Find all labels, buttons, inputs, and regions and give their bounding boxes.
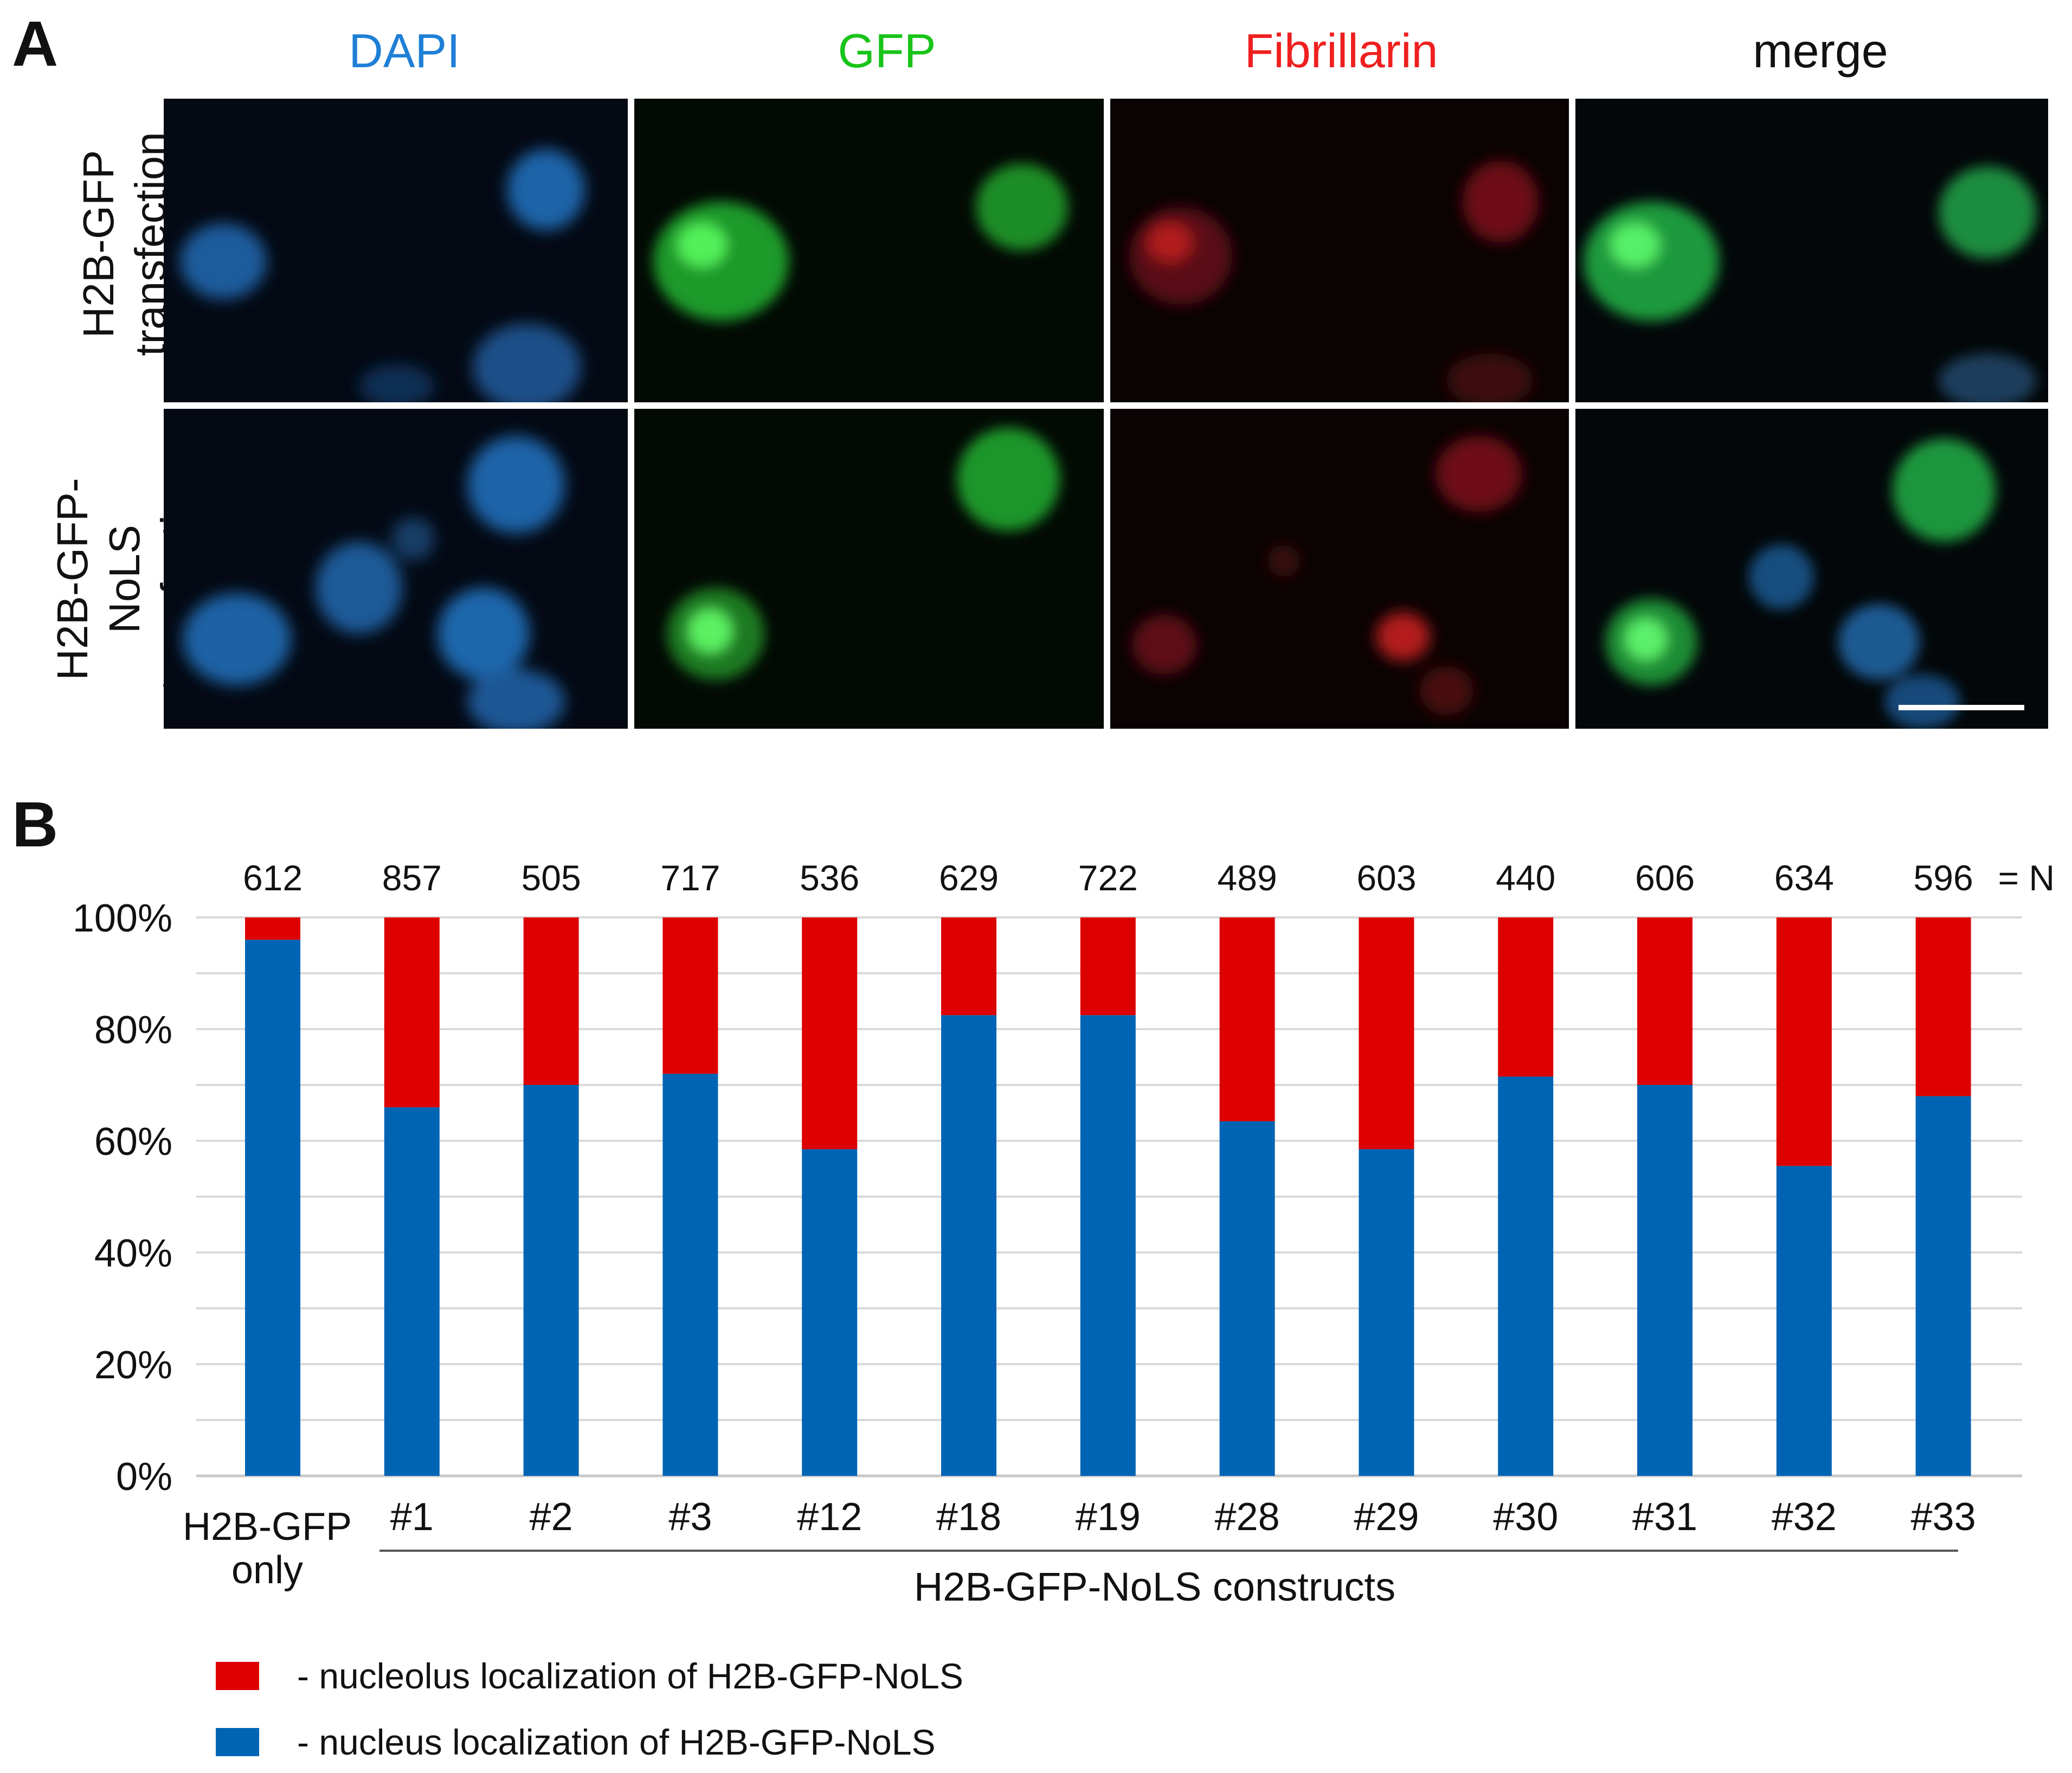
bar-segment-nucleolus bbox=[802, 917, 858, 1149]
panel-b-letter: B bbox=[12, 789, 59, 860]
n-value-label: 722 bbox=[1078, 858, 1138, 898]
row-label-h2b-gfp: H2B-GFP transfection bbox=[73, 92, 177, 396]
n-value-label: 606 bbox=[1635, 858, 1695, 898]
bar-segment-nucleolus bbox=[1080, 917, 1136, 1016]
micrograph-dapi-h2b-gfp-nols bbox=[164, 409, 628, 729]
bar-segment-nucleus bbox=[1498, 1076, 1554, 1476]
x-tick-label: #33 bbox=[1911, 1495, 1976, 1539]
bar-segment-nucleolus bbox=[1219, 917, 1275, 1121]
x-tick-label: #3 bbox=[668, 1495, 712, 1539]
bar-segment-nucleus bbox=[941, 1015, 996, 1476]
micrograph-dapi-h2b-gfp bbox=[164, 99, 628, 402]
x-tick-label: #30 bbox=[1493, 1495, 1558, 1539]
x-tick-label: #2 bbox=[530, 1495, 573, 1539]
bar-segment-nucleolus bbox=[245, 917, 300, 940]
bar-segment-nucleus bbox=[384, 1107, 440, 1476]
bar-segment-nucleus bbox=[523, 1085, 579, 1476]
micrograph-merge-h2b-gfp bbox=[1575, 99, 2048, 402]
bar-segment-nucleus bbox=[1915, 1096, 1971, 1476]
legend-text-nucleus: - nucleus localization of H2B-GFP-NoLS bbox=[297, 1722, 936, 1762]
micrograph-gfp-h2b-gfp-nols bbox=[634, 409, 1104, 729]
column-header-dapi: DAPI bbox=[349, 24, 460, 78]
legend-swatch-red bbox=[216, 1662, 259, 1690]
y-tick-label: 20% bbox=[94, 1344, 172, 1387]
x-tick-label: #1 bbox=[390, 1495, 434, 1539]
group-label: H2B-GFP-NoLS constructs bbox=[914, 1564, 1395, 1609]
bar-segment-nucleus bbox=[1637, 1085, 1693, 1476]
bar-segment-nucleus bbox=[662, 1074, 718, 1476]
bar-segment-nucleolus bbox=[1359, 917, 1414, 1149]
n-value-label: 603 bbox=[1356, 858, 1416, 898]
n-value-label: 489 bbox=[1218, 858, 1277, 898]
legend-swatch-blue bbox=[216, 1728, 259, 1756]
column-header-merge: merge bbox=[1753, 24, 1888, 78]
bar-segment-nucleolus bbox=[384, 917, 440, 1108]
n-value-label: 440 bbox=[1496, 858, 1555, 898]
bar-segment-nucleolus bbox=[1498, 917, 1554, 1077]
bar-segment-nucleolus bbox=[941, 917, 996, 1016]
bar-segment-nucleolus bbox=[1637, 917, 1693, 1085]
x-tick-label: #12 bbox=[797, 1495, 862, 1539]
y-tick-label: 100% bbox=[73, 897, 172, 940]
x-tick-label: #28 bbox=[1215, 1495, 1280, 1539]
panel-a-letter: A bbox=[12, 8, 59, 80]
x-tick-label: #32 bbox=[1772, 1495, 1837, 1539]
x-tick-label: H2B-GFP bbox=[183, 1505, 352, 1549]
bar-segment-nucleus bbox=[1776, 1166, 1832, 1476]
column-header-gfp: GFP bbox=[838, 24, 936, 78]
n-value-label: 629 bbox=[939, 858, 999, 898]
micrograph-merge-h2b-gfp-nols bbox=[1575, 409, 2048, 729]
scale-bar bbox=[1899, 705, 2024, 710]
n-value-label: 596 bbox=[1914, 858, 1973, 898]
column-header-fibrillarin: Fibrillarin bbox=[1244, 24, 1438, 78]
x-tick-label: #29 bbox=[1354, 1495, 1419, 1539]
x-tick-label: #19 bbox=[1076, 1495, 1141, 1539]
y-tick-label: 80% bbox=[94, 1008, 172, 1052]
bar-segment-nucleolus bbox=[1915, 917, 1971, 1096]
bar-segment-nucleolus bbox=[523, 917, 579, 1085]
legend-text-nucleolus: - nucleolus localization of H2B-GFP-NoLS bbox=[297, 1656, 963, 1696]
legend-item-nucleus: - nucleus localization of H2B-GFP-NoLS bbox=[216, 1724, 936, 1760]
bar-segment-nucleolus bbox=[1776, 917, 1832, 1166]
y-tick-label: 0% bbox=[116, 1455, 172, 1499]
n-axis-label: = N bbox=[1998, 858, 2055, 898]
bar-segment-nucleolus bbox=[662, 917, 718, 1074]
legend-item-nucleolus: - nucleolus localization of H2B-GFP-NoLS bbox=[216, 1658, 963, 1694]
bar-segment-nucleus bbox=[1219, 1121, 1275, 1476]
micrograph-fibrillarin-h2b-gfp bbox=[1110, 99, 1569, 402]
x-tick-label: #31 bbox=[1632, 1495, 1697, 1539]
bar-segment-nucleus bbox=[1359, 1149, 1414, 1476]
n-value-label: 612 bbox=[243, 858, 303, 898]
y-tick-label: 60% bbox=[94, 1120, 172, 1164]
x-tick-label: #18 bbox=[936, 1495, 1001, 1539]
micrograph-fibrillarin-h2b-gfp-nols bbox=[1110, 409, 1569, 729]
y-tick-label: 40% bbox=[94, 1232, 172, 1275]
row-label-line1: H2B-GFP-NoLS bbox=[48, 478, 149, 680]
n-value-label: 717 bbox=[660, 858, 720, 898]
n-value-label: 536 bbox=[800, 858, 859, 898]
bar-segment-nucleus bbox=[802, 1149, 858, 1476]
row-label-line1: H2B-GFP bbox=[74, 150, 123, 338]
n-value-label: 857 bbox=[382, 858, 442, 898]
n-value-label: 505 bbox=[522, 858, 581, 898]
x-tick-label: only bbox=[231, 1549, 303, 1592]
bar-segment-nucleus bbox=[1080, 1015, 1136, 1476]
micrograph-gfp-h2b-gfp bbox=[634, 99, 1104, 402]
n-value-label: 634 bbox=[1774, 858, 1834, 898]
bar-segment-nucleus bbox=[245, 940, 300, 1476]
chart-bars bbox=[245, 917, 1971, 1476]
